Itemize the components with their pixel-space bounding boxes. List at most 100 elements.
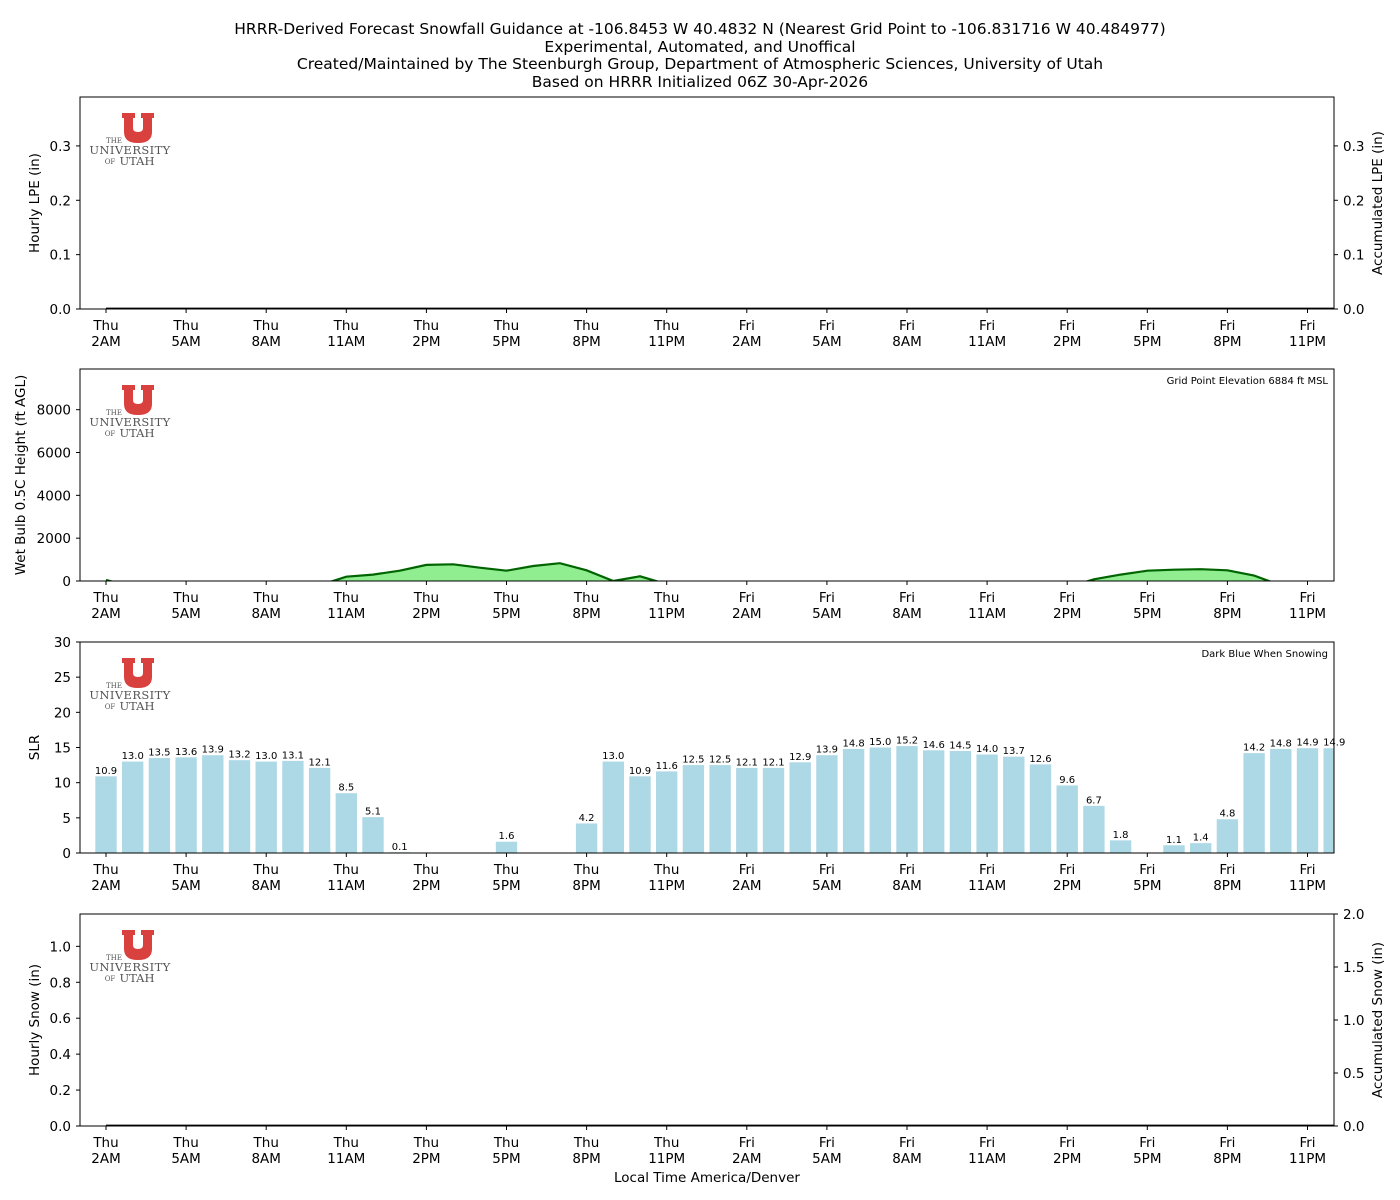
slr-bar-label: 13.5 [148,748,170,759]
x-tick-label-day: Thu [172,318,198,334]
x-tick-label-day: Fri [1139,1135,1155,1151]
x-tick-label-time: 5PM [492,334,520,350]
title-line-3: Created/Maintained by The Steenburgh Gro… [296,55,1104,73]
y-tick-label: 0.2 [50,193,71,209]
x-tick-label-time: 11AM [327,1151,365,1167]
slr-bar-label: 15.0 [869,737,891,748]
x-tick-label-time: 5AM [812,334,841,350]
panel-annotation: Grid Point Elevation 6884 ft MSL [1167,376,1329,387]
x-tick-label-day: Thu [493,862,519,878]
y-tick-label: 15 [54,741,71,757]
slr-bar [949,751,972,853]
slr-bar-label: 14.8 [842,738,864,749]
slr-bar [308,767,331,853]
slr-bar [1056,785,1078,853]
slr-bar [789,762,811,853]
y-axis-label: SLR [27,735,43,760]
x-tick-label-time: 11PM [648,334,685,350]
x-tick-label-day: Fri [1139,590,1155,606]
x-tick-label-day: Thu [333,590,359,606]
chart-title: HRRR-Derived Forecast Snowfall Guidance … [0,20,1400,91]
x-tick-label-day: Thu [172,862,198,878]
x-tick-label-time: 11PM [648,1151,685,1167]
x-tick-label-day: Fri [979,862,995,878]
slr-bar [1270,748,1292,853]
slr-bar-label: 0.1 [392,842,408,853]
x-tick-label-day: Fri [739,862,755,878]
panel-lpe: 0.0 0.1 0.2 0.3 0.0 0.1 0.2 0.3 Accumulated LPE … [27,96,1386,350]
x-tick-label-time: 8AM [251,1151,280,1167]
slr-bar [575,823,598,853]
title-line-4: Based on HRRR Initialized 06Z 30-Apr-202… [531,72,869,91]
slr-bar-label: 1.6 [499,831,515,842]
slr-bar [923,750,945,853]
slr-bar [1109,840,1132,853]
slr-bar [629,776,651,853]
axes-frame [79,96,1335,310]
x-tick-label-time: 5PM [1133,334,1161,350]
x-tick-label-day: Thu [333,1135,359,1151]
y-tick-label: 0.0 [50,302,71,318]
x-tick-label-time: 2PM [1053,606,1081,622]
x-tick-label-time: 8AM [892,334,921,350]
slr-bar [976,754,998,853]
y-tick-label-right: 0.2 [1343,193,1364,209]
slr-bar-label: 14.0 [976,744,998,755]
utah-u-icon [122,385,154,415]
slr-bar [602,761,624,853]
x-tick-label-time: 2PM [412,1151,440,1167]
x-tick-label-day: Thu [573,862,599,878]
slr-bar [202,755,224,853]
x-tick-label-day: Thu [333,862,359,878]
x-tick-label-day: Fri [819,1135,835,1151]
y-tick-label: 5 [62,811,71,827]
y-tick-label: 4000 [37,488,71,504]
x-tick-label-time: 5AM [171,606,200,622]
y-tick-label: 10 [54,776,71,792]
x-tick-label-day: Fri [1219,590,1235,606]
y-tick-label-right: 0.0 [1343,1119,1364,1135]
y-axis-label: Hourly Snow (in) [27,964,43,1076]
logo-text-of: OF [105,975,116,983]
slr-bar [335,793,357,853]
slr-bar-label: 6.7 [1086,795,1102,806]
x-tick-label-time: 8AM [251,606,280,622]
x-tick-label-time: 8PM [1213,1151,1241,1167]
logo-text-of: OF [105,158,116,166]
plot-area-wetbulb [105,562,1334,581]
wetbulb-area [106,563,1334,581]
x-tick-label-day: Fri [819,862,835,878]
x-tick-label-time: 8PM [1213,878,1241,894]
axes-frame [79,913,1335,1127]
x-tick-label-day: Fri [1219,1135,1235,1151]
x-tick-label-time: 2AM [732,878,761,894]
x-tick-label-time: 5PM [1133,606,1161,622]
x-tick-label-time: 11AM [327,334,365,350]
x-tick-label-time: 11PM [648,878,685,894]
x-tick-label-day: Thu [413,862,439,878]
panel-wetbulb: 0 2000 4000 6000 8000 Wet Bulb 0.5C Height (f… [13,368,1335,622]
slr-bar-label: 1.1 [1166,835,1182,846]
x-tick-label-time: 11PM [1289,606,1326,622]
slr-bar [1190,843,1212,853]
slr-bar-label: 1.8 [1113,830,1129,841]
x-tick-label-time: 11AM [968,878,1006,894]
x-tick-label-time: 8AM [892,878,921,894]
x-tick-label-day: Fri [1299,590,1315,606]
slr-bar [709,765,731,853]
x-tick-label-time: 8PM [1213,334,1241,350]
slr-bar-label: 4.2 [579,813,595,824]
slr-bar-label: 14.5 [949,741,971,752]
y-tick-label: 0.3 [50,139,71,155]
x-tick-label-time: 2AM [732,606,761,622]
slr-bar [1243,753,1265,853]
y-tick-label-right: 0.3 [1343,139,1364,155]
x-tick-label-time: 2AM [91,606,120,622]
x-tick-label-day: Thu [253,318,279,334]
x-tick-label-day: Fri [979,1135,995,1151]
slr-bar [362,817,384,853]
